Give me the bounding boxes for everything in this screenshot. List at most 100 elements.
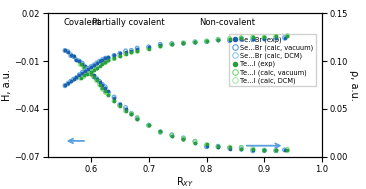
- Point: [273, 149, 279, 152]
- Point: [134, 117, 140, 120]
- Point: [123, 109, 128, 112]
- Point: [91, 77, 97, 80]
- Point: [117, 55, 123, 58]
- Point: [111, 57, 117, 60]
- Point: [128, 112, 134, 115]
- Point: [102, 56, 108, 59]
- Point: [100, 62, 105, 65]
- Point: [273, 37, 279, 40]
- Point: [146, 46, 152, 49]
- Point: [88, 70, 94, 73]
- Point: [192, 141, 198, 144]
- Point: [180, 137, 186, 140]
- Point: [94, 77, 100, 80]
- Point: [169, 135, 175, 138]
- Point: [85, 69, 90, 72]
- Point: [146, 46, 152, 49]
- Point: [94, 61, 100, 64]
- Point: [105, 55, 111, 58]
- Point: [128, 114, 134, 117]
- Point: [227, 38, 232, 41]
- Point: [250, 148, 256, 151]
- Point: [100, 63, 105, 66]
- Point: [76, 73, 82, 76]
- Point: [180, 41, 186, 44]
- Point: [85, 72, 90, 75]
- Point: [102, 90, 108, 93]
- Point: [79, 64, 85, 67]
- Point: [146, 123, 152, 126]
- Point: [94, 79, 100, 82]
- Point: [78, 63, 83, 66]
- Point: [74, 58, 79, 61]
- Point: [91, 63, 97, 66]
- Point: [62, 48, 68, 51]
- Point: [227, 39, 232, 42]
- Point: [76, 59, 82, 62]
- Point: [261, 149, 267, 152]
- Point: [76, 60, 82, 63]
- Point: [146, 45, 152, 48]
- Point: [82, 69, 88, 72]
- Point: [261, 149, 267, 152]
- Point: [85, 68, 91, 71]
- Point: [105, 56, 111, 59]
- Point: [111, 57, 117, 60]
- Point: [111, 98, 117, 101]
- Point: [85, 67, 91, 70]
- Point: [215, 145, 221, 148]
- Point: [134, 117, 140, 120]
- Point: [192, 40, 198, 43]
- Legend: Se…Br (exp), Se…Br (calc, vacuum), Se…Br (calc, DCM), Te…I (exp), Te…I (calc, va: Se…Br (exp), Se…Br (calc, vacuum), Se…Br…: [229, 34, 316, 86]
- Point: [273, 35, 279, 38]
- Point: [85, 68, 91, 71]
- Point: [105, 93, 111, 96]
- Point: [128, 49, 134, 52]
- Point: [238, 147, 244, 150]
- Point: [281, 149, 287, 153]
- Point: [65, 82, 71, 85]
- Point: [261, 36, 267, 39]
- Point: [62, 48, 68, 51]
- Point: [68, 80, 74, 83]
- Point: [273, 148, 279, 151]
- Point: [97, 60, 102, 63]
- Point: [215, 38, 221, 41]
- Y-axis label: H, a.u.: H, a.u.: [2, 69, 12, 101]
- Point: [134, 117, 140, 120]
- Point: [192, 141, 198, 144]
- Point: [71, 55, 76, 58]
- Point: [94, 79, 100, 82]
- Point: [117, 102, 123, 105]
- Point: [68, 55, 74, 58]
- Point: [180, 138, 186, 141]
- Point: [261, 35, 267, 38]
- Point: [203, 40, 209, 43]
- Point: [238, 38, 244, 41]
- Point: [250, 38, 256, 41]
- Point: [78, 77, 83, 80]
- Point: [91, 72, 97, 75]
- Point: [88, 73, 94, 76]
- Point: [111, 54, 117, 57]
- Point: [88, 71, 94, 74]
- Point: [123, 50, 128, 53]
- Point: [94, 66, 100, 69]
- Point: [180, 138, 186, 141]
- Point: [94, 61, 100, 64]
- Point: [100, 84, 105, 87]
- Point: [62, 47, 68, 50]
- Point: [100, 59, 105, 62]
- Point: [97, 84, 102, 87]
- Point: [68, 81, 74, 84]
- Point: [146, 47, 152, 50]
- Point: [88, 70, 94, 73]
- Point: [123, 50, 128, 53]
- Point: [284, 149, 290, 152]
- Point: [117, 104, 123, 107]
- Point: [123, 110, 128, 113]
- Point: [105, 90, 111, 93]
- Point: [227, 148, 232, 151]
- Point: [192, 41, 198, 44]
- Point: [88, 70, 94, 73]
